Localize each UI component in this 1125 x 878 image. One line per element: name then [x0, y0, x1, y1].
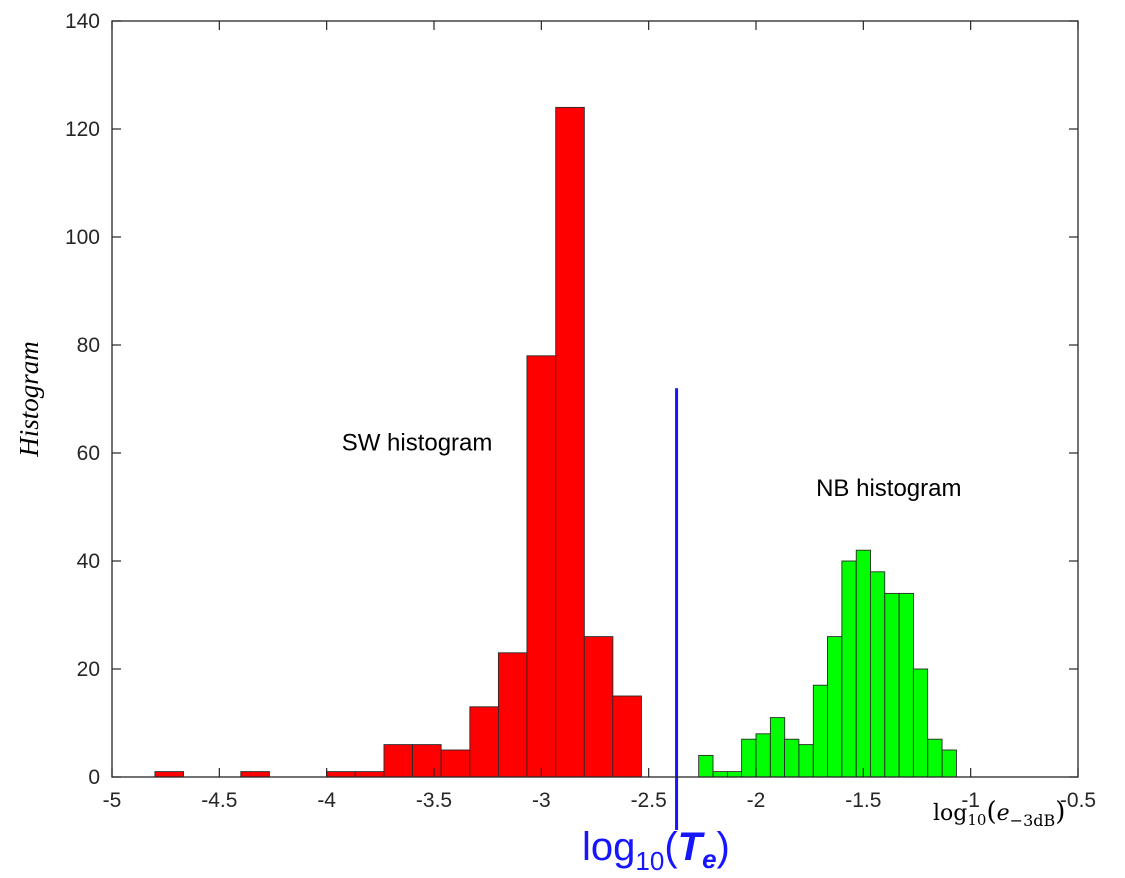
- sw-histogram-bar: [555, 106, 585, 778]
- threshold-label-base-sub: 10: [635, 846, 664, 876]
- annotation-nb-histogram: NB histogram: [816, 475, 961, 502]
- y-tick-label: 20: [77, 658, 100, 681]
- nb-histogram-bar: [827, 636, 843, 778]
- sw-histogram-bar: [612, 695, 642, 778]
- sw-histogram-bar: [497, 652, 528, 778]
- nb-histogram-bar: [712, 771, 728, 778]
- bars-layer: [154, 106, 957, 778]
- x-tick-label: -4.5: [201, 789, 237, 812]
- threshold-label-var: T: [678, 825, 706, 869]
- y-tick-label: 140: [65, 10, 100, 33]
- nb-histogram-bar: [755, 733, 771, 778]
- threshold-label: log10(Te): [582, 825, 730, 876]
- x-axis-label-close: ): [1055, 797, 1065, 827]
- nb-histogram-bar: [784, 738, 800, 778]
- sw-histogram-bar: [354, 771, 385, 778]
- nb-histogram-bar: [769, 717, 786, 778]
- nb-histogram-bar: [884, 592, 900, 778]
- nb-histogram-bar: [798, 744, 814, 778]
- y-tick-label: 80: [77, 334, 100, 357]
- threshold-label-var-sub: e: [702, 844, 716, 874]
- x-tick-label: -1.5: [845, 789, 881, 812]
- x-axis-label-open: (: [986, 797, 996, 827]
- y-tick-label: 60: [77, 442, 100, 465]
- y-tick-label: 40: [77, 550, 100, 573]
- sw-histogram-bar: [583, 636, 614, 778]
- y-tick-label: 120: [65, 118, 100, 141]
- nb-histogram-bar: [927, 738, 943, 778]
- nb-histogram-bar: [841, 560, 857, 778]
- nb-histogram-bar: [812, 684, 829, 778]
- nb-histogram-bar: [855, 549, 872, 778]
- x-tick-label: -3.5: [416, 789, 452, 812]
- y-tick-label: 0: [88, 766, 100, 789]
- sw-histogram-bar: [240, 771, 270, 778]
- sw-histogram-bar: [412, 744, 442, 778]
- x-tick-label: -0.5: [1060, 789, 1096, 812]
- threshold-label-close: ): [717, 825, 730, 869]
- nb-histogram-bar: [912, 668, 929, 778]
- x-axis-label-var-sub: −3dB: [1010, 811, 1056, 830]
- sw-histogram-bar: [440, 749, 471, 778]
- x-axis-label-base: log: [933, 801, 967, 826]
- sw-histogram-bar: [383, 744, 414, 778]
- x-tick-label: -1: [961, 789, 980, 812]
- x-tick-label: -2.5: [631, 789, 667, 812]
- x-axis-label: log10(e−3dB): [933, 797, 1065, 830]
- x-tick-label: -3: [532, 789, 551, 812]
- nb-histogram-bar: [741, 738, 757, 778]
- y-axis-label: Histogram: [14, 341, 44, 458]
- x-tick-label: -4: [317, 789, 336, 812]
- threshold-label-base: log: [582, 825, 635, 869]
- x-tick-label: -2: [747, 789, 766, 812]
- x-axis-label-base-sub: 10: [967, 811, 986, 829]
- nb-histogram-bar: [898, 592, 914, 778]
- annotation-sw-histogram: SW histogram: [342, 429, 493, 456]
- nb-histogram-bar: [941, 749, 957, 778]
- nb-histogram-bar: [869, 571, 886, 778]
- y-tick-label: 100: [65, 226, 100, 249]
- sw-histogram-bar: [469, 706, 499, 778]
- threshold-label-open: (: [664, 825, 678, 869]
- x-axis-label-var: e: [997, 801, 1010, 826]
- nb-histogram-bar: [698, 754, 714, 778]
- x-tick-label: -5: [103, 789, 122, 812]
- sw-histogram-bar: [526, 355, 557, 778]
- nb-histogram-bar: [726, 771, 743, 778]
- ticks-layer: -5 -4.5 -4 -3.5 -3 -2.5 -2 -1.5 -1 -0.5 0 20 40 60 80 1…: [65, 10, 1096, 812]
- sw-histogram-bar: [326, 771, 356, 778]
- plot-axes-box: [111, 20, 1079, 778]
- sw-histogram-bar: [154, 771, 184, 778]
